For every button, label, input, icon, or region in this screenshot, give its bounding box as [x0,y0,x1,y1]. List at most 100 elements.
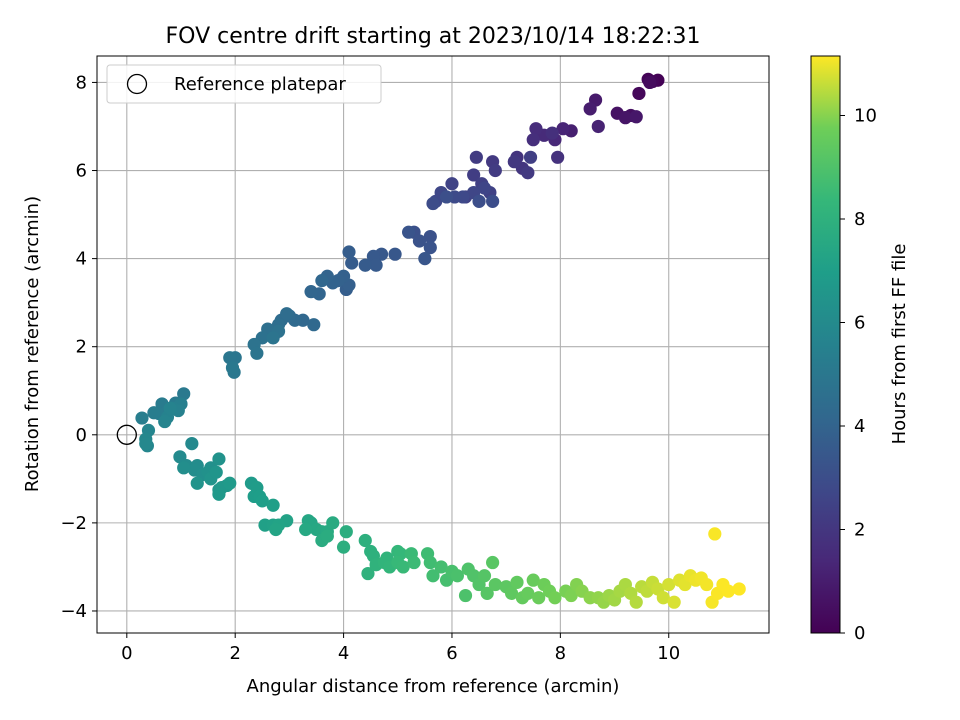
scatter-point [223,351,237,365]
scatter-point [529,122,543,136]
scatter-point [545,126,559,140]
scatter-point [700,577,714,592]
y-tick-label: 6 [76,161,87,182]
y-axis-ticks: −4 −2 0 2 4 6 8 [60,72,97,622]
x-axis-ticks: 0 2 4 6 8 10 [121,633,680,664]
scatter-point [177,387,191,401]
scatter-point [426,196,440,211]
x-tick-label: 6 [446,643,457,664]
x-tick-label: 10 [657,643,680,664]
scatter-point [708,527,722,541]
scatter-point [266,331,280,345]
scatter-point [266,498,280,512]
scatter-point [629,595,643,609]
scatter-point [480,586,494,600]
scatter-point [320,529,334,543]
scatter-point [504,586,519,600]
y-tick-label: 2 [76,337,87,358]
scatter-point [158,414,172,429]
scatter-point [225,361,240,375]
x-tick-label: 0 [121,643,132,664]
scatter-point [402,225,416,239]
scatter-point [250,346,264,360]
scatter-point [423,241,437,255]
scatter-point [185,437,199,451]
scatter-point [423,229,437,244]
x-tick-label: 2 [229,643,240,664]
scatter-point [388,247,402,261]
scatter-point [523,150,538,164]
scatter-point [212,452,226,466]
scatter-point [299,522,313,537]
colorbar-tick-label: 10 [854,106,877,127]
scatter-point [361,566,375,581]
legend: Reference platepar [106,64,382,104]
x-tick-label: 8 [555,643,566,664]
scatter-point [721,584,735,598]
scatter-point [177,461,191,475]
scatter-point [507,155,521,169]
plot-frame [96,55,770,634]
scatter-point [477,181,492,195]
y-tick-label: −4 [60,601,87,622]
scatter-point [269,522,283,537]
scatter-point [190,476,204,490]
scatter-point [510,575,524,589]
colorbar [810,55,841,634]
y-tick-label: 0 [76,425,87,446]
scatter-point [326,516,340,530]
y-tick-label: −2 [60,513,87,534]
scatter-point [477,569,492,583]
scatter-point [163,401,177,415]
chart-title: FOV centre drift starting at 2023/10/14 … [166,24,701,49]
scatter-point [342,245,356,259]
scatter-point [345,256,359,270]
scatter-point [212,487,226,501]
y-tick-label: 4 [76,249,87,270]
scatter-point [521,166,535,180]
scatter-point [412,234,427,248]
scatter-point [556,122,570,136]
scatter-point [336,540,351,554]
scatter-point [632,86,646,101]
scatter-point [488,163,502,178]
legend-open-circle-marker [126,73,148,95]
grid-lines [97,56,769,633]
scatter-point [407,555,421,570]
colorbar-tick-label: 2 [854,520,865,541]
colorbar-tick-label: 8 [854,209,865,230]
colorbar-ticks: 0 2 4 6 8 10 [840,106,877,644]
x-axis-label: Angular distance from reference (arcmin) [247,676,620,697]
scatter-point [526,573,540,587]
scatter-point [369,258,383,272]
y-axis-label: Rotation from reference (arcmin) [22,196,43,492]
scatter-point [339,525,353,539]
scatter-point [139,437,153,451]
scatter-point [526,133,540,147]
colorbar-tick-label: 6 [854,313,865,334]
scatter-point [223,476,237,490]
scatter-point [656,591,670,605]
scatter-point [551,150,565,164]
colorbar-label: Hours from first FF file [889,244,910,445]
scatter-point [307,318,321,332]
scatter-point [618,111,632,125]
scatter-point [209,465,223,479]
scatter-point [423,555,437,570]
scatter-point [426,569,440,583]
scatter-point [521,586,535,600]
scatter-point [591,119,605,134]
reference-platepar-marker [116,424,137,445]
scatter-point [434,560,448,574]
legend-box [106,64,382,104]
scatter-point [732,582,746,596]
scatter-point [629,110,643,124]
scatter-point [532,591,546,605]
scatter-point [445,177,459,191]
scatter-point [304,285,318,299]
scatter-point [667,595,681,609]
scatter-point [467,168,481,182]
scatter-point [643,75,657,90]
y-tick-label: 8 [76,72,87,93]
